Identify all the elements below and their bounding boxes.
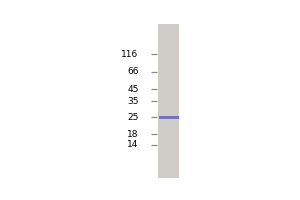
Text: 45: 45 (127, 85, 139, 94)
Bar (159, 116, 179, 119)
Bar (158, 24, 179, 178)
Text: 66: 66 (127, 67, 139, 76)
Text: 14: 14 (127, 140, 139, 149)
Text: 18: 18 (127, 130, 139, 139)
Text: 25: 25 (127, 113, 139, 122)
Text: 35: 35 (127, 97, 139, 106)
Text: 116: 116 (122, 50, 139, 59)
